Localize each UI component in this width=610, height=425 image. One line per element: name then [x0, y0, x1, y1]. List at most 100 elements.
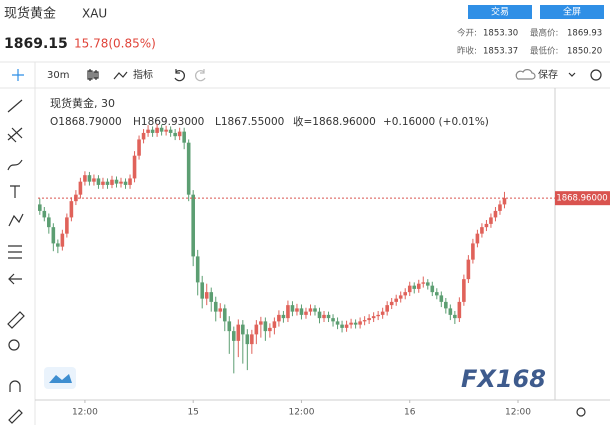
candle-body	[182, 131, 186, 143]
candle-body	[290, 305, 295, 312]
candle-body	[444, 301, 448, 309]
candle-body	[254, 324, 259, 335]
candle-body	[83, 175, 87, 182]
candle-body	[403, 292, 408, 296]
redo-icon[interactable]	[195, 69, 206, 82]
candle-body	[191, 194, 195, 257]
x-tick-label: 12:00	[288, 408, 314, 418]
candle-body	[277, 314, 281, 322]
stat-label: 最低价:	[530, 46, 558, 57]
candle-body	[164, 129, 168, 132]
candle-body	[425, 282, 430, 286]
candle-body	[398, 295, 403, 299]
zoom-tool[interactable]	[8, 339, 20, 351]
indicator-icon[interactable]	[113, 71, 128, 80]
stat-value: 1850.20	[567, 47, 602, 57]
candle-body	[448, 308, 453, 315]
candle-body	[480, 227, 484, 234]
watermark: FX168	[461, 365, 546, 393]
candle-body	[69, 201, 74, 218]
candle-body	[362, 320, 367, 322]
undo-icon[interactable]	[174, 69, 185, 82]
trade-button[interactable]	[468, 5, 532, 19]
candle-body	[502, 198, 507, 205]
candle-body	[331, 318, 335, 322]
candle-body	[462, 279, 466, 302]
candle-body	[168, 129, 173, 133]
cloud-icon[interactable]	[515, 69, 536, 80]
candle-body	[263, 321, 268, 332]
magnet-tool[interactable]	[9, 380, 21, 392]
candle-body	[195, 256, 200, 283]
dropdown-icon[interactable]	[568, 72, 576, 77]
candle-body	[259, 321, 263, 325]
stat-value: 1853.30	[483, 29, 518, 39]
candle-body	[123, 181, 128, 185]
candle-body	[200, 282, 205, 299]
brush-tool[interactable]	[7, 159, 23, 171]
price: 1869.15	[4, 36, 68, 52]
trade-button-label[interactable]: 交易	[491, 6, 509, 18]
candle-body	[218, 308, 223, 312]
candle-body	[498, 204, 502, 211]
settings-icon[interactable]	[590, 69, 602, 81]
x-tick-label: 15	[187, 408, 198, 418]
candle-body	[489, 217, 493, 224]
price-change: 15.78(0.85%)	[74, 37, 156, 51]
candle-body	[353, 322, 358, 325]
candle-body	[385, 305, 389, 312]
lock-tool[interactable]	[8, 409, 23, 424]
stat-value: 1853.37	[483, 47, 518, 57]
candle-body	[65, 217, 69, 234]
crosshair-tool[interactable]	[12, 69, 24, 81]
candle-body	[322, 314, 326, 319]
chart-title: 现货黄金, 30	[50, 96, 115, 110]
candle-body	[453, 314, 457, 319]
candle-body	[268, 327, 272, 332]
text-tool[interactable]	[10, 185, 20, 198]
fullscreen-button-label[interactable]: 全屏	[563, 6, 581, 18]
back-tool[interactable]	[8, 273, 22, 285]
legend-low: L1867.55000	[215, 116, 284, 128]
fib-tool[interactable]	[7, 127, 23, 143]
candle-body	[186, 142, 191, 195]
candle-body	[281, 314, 286, 319]
candle-body	[412, 285, 417, 289]
line-tool[interactable]	[7, 99, 23, 113]
interval[interactable]: 30m	[47, 70, 69, 81]
ruler-tool[interactable]	[7, 311, 25, 329]
pattern-tool[interactable]	[8, 213, 24, 227]
stat-label: 最高价:	[530, 28, 558, 39]
candle-body	[213, 301, 218, 312]
candle-body	[475, 233, 480, 244]
candle-body	[245, 334, 250, 345]
indicators[interactable]: 指标	[133, 68, 153, 81]
candle-body	[394, 298, 399, 302]
prediction-tool[interactable]	[8, 245, 22, 259]
candle-icon[interactable]	[87, 69, 99, 81]
candle-body	[421, 282, 426, 284]
last-price-label: 1868.96000	[556, 194, 607, 204]
candle-body	[308, 308, 313, 312]
save[interactable]: 保存	[538, 68, 558, 81]
candle-body	[101, 181, 105, 185]
candle-body	[335, 321, 340, 325]
candle-body	[299, 308, 304, 315]
candle-body	[358, 321, 362, 325]
candle-body	[371, 316, 376, 319]
candle-body	[137, 139, 141, 156]
candle-body	[304, 311, 308, 315]
candle-body	[236, 324, 241, 341]
legend-change: +0.16000 (+0.01%)	[383, 116, 489, 128]
candle-body	[204, 292, 209, 299]
candle-body	[435, 292, 439, 296]
fullscreen-button[interactable]	[540, 5, 604, 19]
axis-settings-icon[interactable]	[576, 407, 586, 417]
candle-body	[60, 233, 65, 247]
x-tick-label: 16	[404, 408, 416, 418]
candle-body	[250, 334, 254, 345]
candle-body	[92, 178, 96, 182]
last-price-tag	[555, 191, 610, 206]
x-tick-label: 12:00	[72, 408, 98, 418]
